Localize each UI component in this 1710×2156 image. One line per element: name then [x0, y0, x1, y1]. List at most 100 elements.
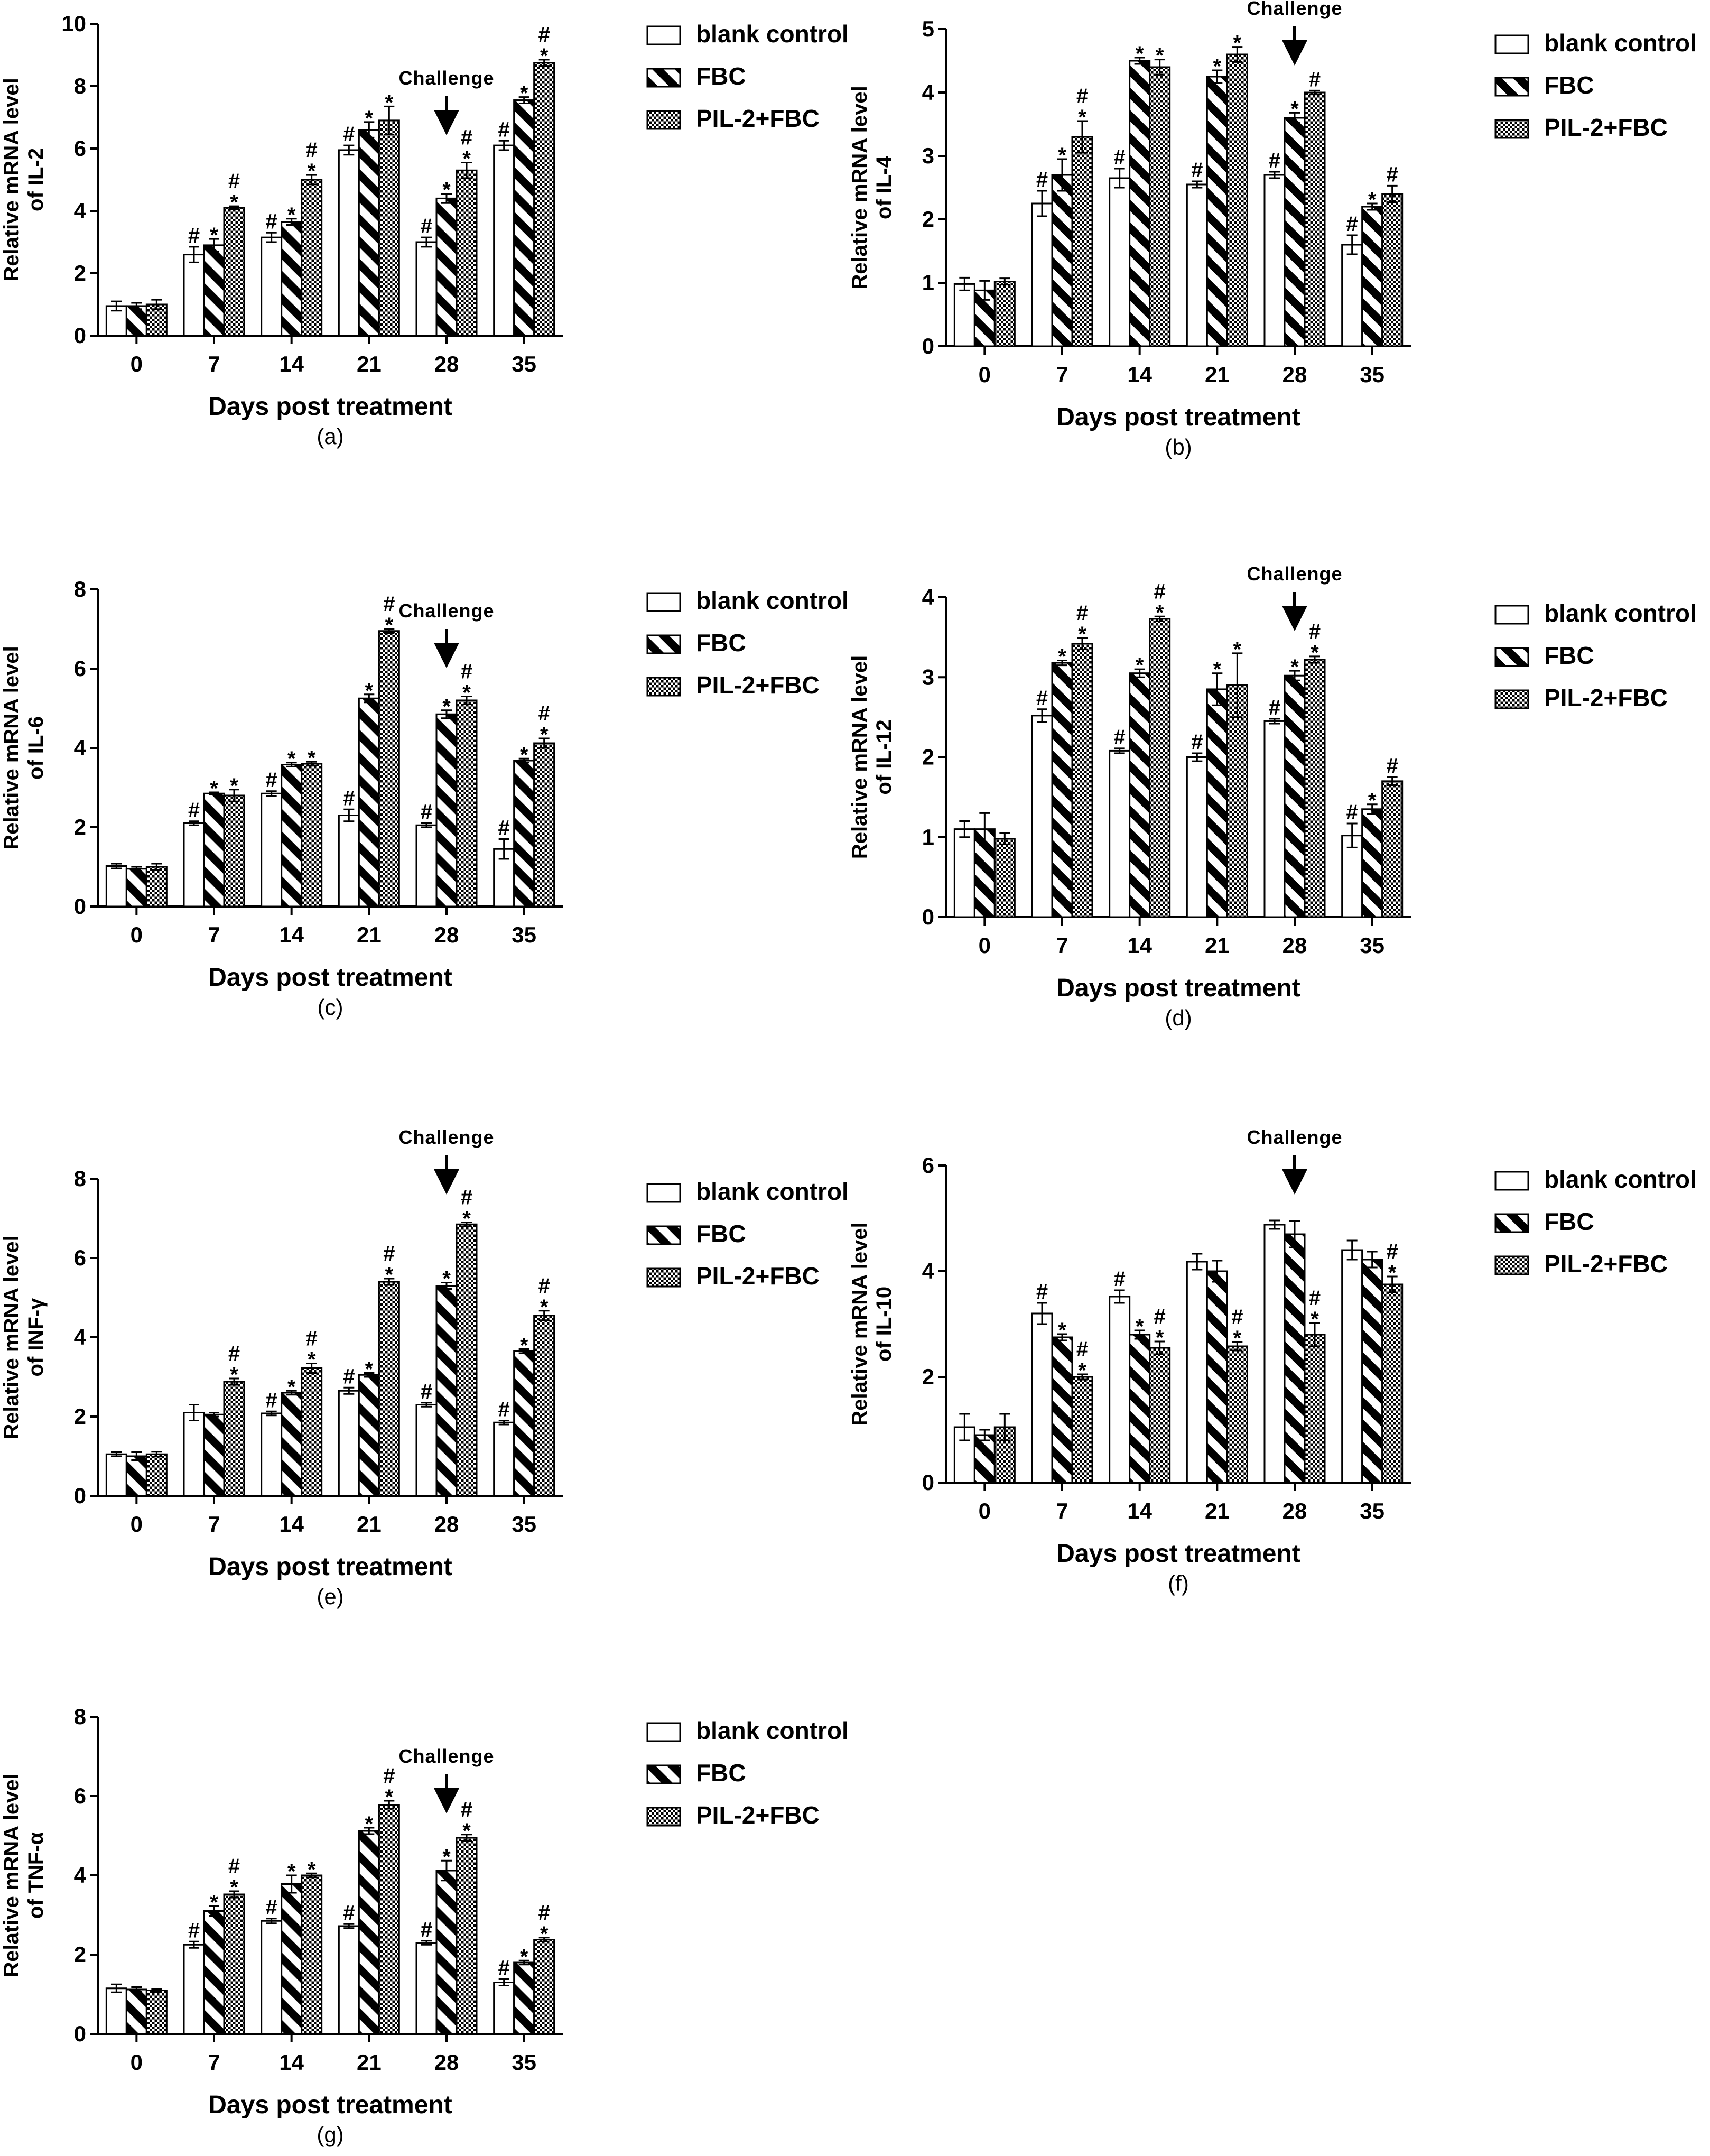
bar-pil-2-fbc: [1304, 91, 1326, 347]
bar-pil-2-fbc: [378, 630, 400, 908]
significance-star: *: [462, 1819, 471, 1843]
x-tick-label: 21: [1205, 1498, 1230, 1523]
significance-hash: #: [461, 1798, 472, 1821]
bar-fbc: [1361, 1259, 1383, 1484]
significance-star: *: [230, 774, 238, 798]
significance-star: *: [365, 679, 374, 702]
bar-pil-2-fbc: [301, 1367, 323, 1497]
x-tick-label: 28: [434, 351, 459, 376]
challenge-label: Challenge: [1247, 1126, 1342, 1148]
y-axis-title: Relative mRNA level of IL-10: [848, 1222, 896, 1426]
bar-blank-control: [1031, 715, 1053, 918]
significance-hash: #: [1346, 212, 1358, 236]
bar-fbc: [435, 1285, 458, 1497]
bar-pil-2-fbc: [456, 169, 478, 337]
significance-hash: #: [538, 1274, 550, 1298]
bar-fbc: [203, 244, 225, 337]
bar-pil-2-fbc: [301, 179, 323, 337]
y-tick-label: 5: [922, 16, 934, 41]
bar-blank-control: [338, 1390, 360, 1497]
significance-hash: #: [1309, 1287, 1321, 1310]
significance-hash: #: [538, 1901, 550, 1924]
significance-star: *: [1311, 641, 1319, 664]
significance-hash: #: [188, 224, 200, 247]
significance-hash: #: [266, 769, 277, 792]
significance-hash: #: [306, 138, 318, 162]
x-tick-label: 21: [1205, 933, 1230, 958]
significance-star: *: [385, 1785, 394, 1809]
significance-hash: #: [343, 123, 355, 146]
bar-fbc: [358, 129, 380, 337]
significance-hash: #: [1346, 801, 1358, 824]
significance-star: *: [287, 1375, 296, 1399]
legend-label: FBC: [696, 62, 746, 90]
legend-swatch: [646, 25, 681, 45]
significance-star: *: [385, 91, 394, 114]
y-tick-label: 0: [922, 334, 934, 358]
significance-hash: #: [1036, 1280, 1048, 1303]
bar-blank-control: [105, 1987, 127, 2035]
significance-star: *: [308, 746, 316, 770]
legend: blank control FBC PIL-2+FBC: [646, 1178, 849, 1290]
y-tick-label: 0: [74, 894, 86, 919]
x-tick-label: 28: [1282, 933, 1307, 958]
bar-blank-control: [1263, 1224, 1286, 1484]
significance-hash: #: [306, 1327, 318, 1350]
bar-fbc: [125, 305, 147, 337]
bar-fbc: [1206, 688, 1228, 918]
legend-swatch: [1494, 1171, 1529, 1191]
x-tick-label: 35: [512, 1512, 536, 1537]
x-tick-label: 7: [208, 922, 220, 947]
legend-label: FBC: [1544, 1208, 1594, 1235]
significance-star: *: [462, 681, 471, 705]
legend-label: blank control: [1544, 29, 1697, 57]
significance-star: *: [230, 1363, 238, 1386]
significance-star: *: [442, 695, 451, 718]
bar-blank-control: [183, 1944, 205, 2035]
significance-star: *: [1290, 97, 1299, 121]
bar-pil-2-fbc: [993, 281, 1016, 347]
bar-blank-control: [1186, 183, 1208, 347]
x-tick-label: 7: [1056, 933, 1068, 958]
bar-pil-2-fbc: [378, 1281, 400, 1497]
significance-hash: #: [1269, 696, 1280, 719]
y-tick-label: 4: [922, 1259, 935, 1283]
x-tick-label: 7: [1056, 362, 1068, 387]
x-tick-label: 0: [131, 1512, 143, 1537]
significance-star: *: [520, 1945, 528, 1968]
challenge-label: Challenge: [398, 1126, 494, 1148]
y-axis-title: Relative mRNA level of TNF-α: [0, 1773, 48, 1977]
x-tick-label: 0: [131, 2050, 143, 2075]
legend-swatch: [1494, 1213, 1529, 1233]
y-tick-label: 1: [922, 825, 934, 849]
y-tick-label: 2: [74, 815, 86, 839]
significance-hash: #: [1387, 754, 1398, 778]
x-tick-label: 28: [1282, 1498, 1307, 1523]
legend-swatch: [646, 634, 681, 654]
bar-fbc: [973, 1434, 996, 1484]
x-tick-label: 0: [131, 351, 143, 376]
significance-star: *: [442, 1267, 451, 1291]
bar-pil-2-fbc: [223, 1893, 245, 2035]
bar-pil-2-fbc: [223, 1381, 245, 1497]
y-axis-title-line2: of IL-12: [872, 719, 896, 794]
y-tick-label: 8: [74, 1704, 86, 1729]
bar-blank-control: [183, 1412, 205, 1497]
y-tick-label: 0: [74, 323, 86, 348]
significance-hash: #: [461, 1186, 472, 1209]
y-axis-title-line2: of IL-10: [872, 1287, 896, 1362]
legend-label: blank control: [1544, 599, 1697, 627]
bar-fbc: [281, 1392, 303, 1497]
x-tick-label: 28: [1282, 362, 1307, 387]
bar-pil-2-fbc: [533, 1315, 555, 1497]
bar-pil-2-fbc: [993, 1426, 1016, 1484]
significance-star: *: [520, 1334, 528, 1357]
significance-hash: #: [228, 1855, 240, 1878]
x-tick-label: 35: [512, 351, 536, 376]
significance-hash: #: [1309, 620, 1321, 643]
bar-pil-2-fbc: [301, 763, 323, 908]
bar-pil-2-fbc: [1071, 1376, 1093, 1484]
